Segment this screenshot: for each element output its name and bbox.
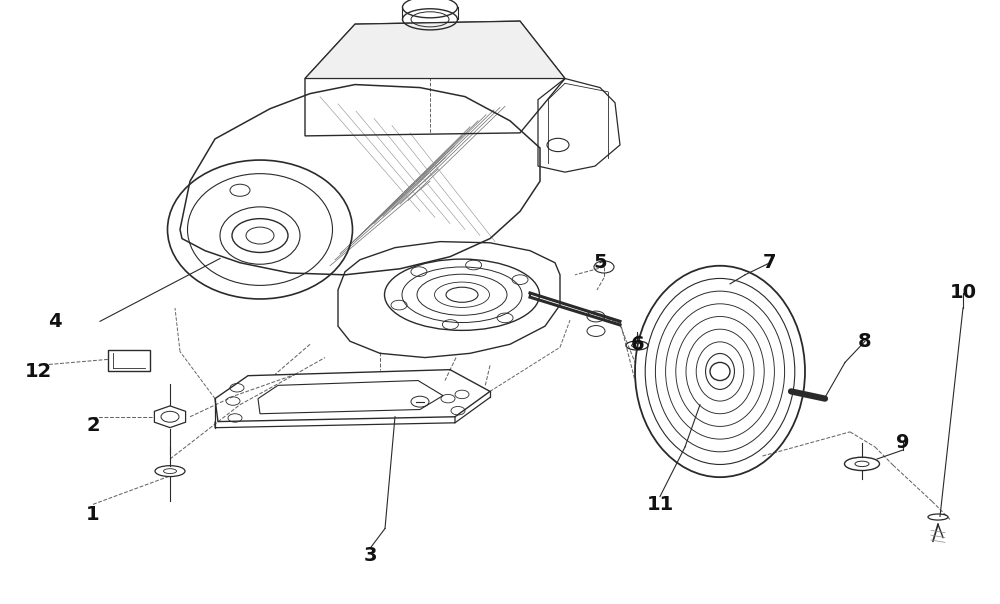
Text: 5: 5 (593, 253, 607, 272)
Text: 3: 3 (363, 546, 377, 565)
Text: 8: 8 (858, 332, 872, 351)
Text: 6: 6 (631, 335, 645, 354)
Polygon shape (305, 21, 565, 79)
Text: 4: 4 (48, 312, 62, 331)
Text: 10: 10 (950, 283, 976, 303)
Text: 1: 1 (86, 505, 100, 524)
Text: 11: 11 (646, 495, 674, 514)
Text: 7: 7 (763, 253, 777, 272)
Text: 9: 9 (896, 432, 910, 452)
Text: 2: 2 (86, 416, 100, 435)
Text: 12: 12 (24, 362, 52, 381)
